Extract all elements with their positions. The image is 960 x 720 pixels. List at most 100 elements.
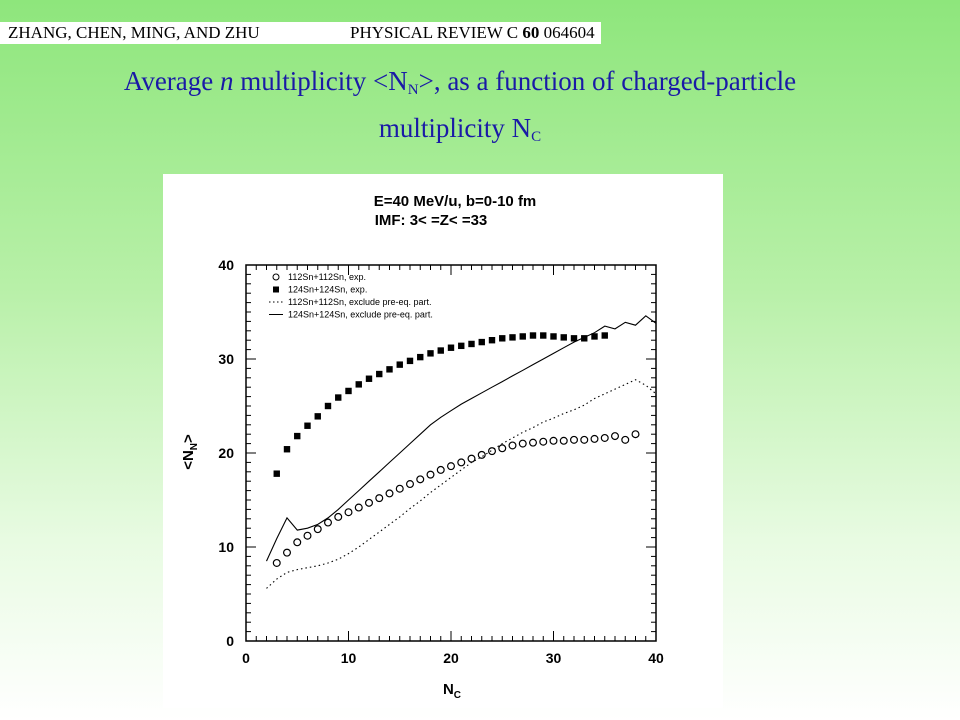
data-point — [293, 538, 302, 547]
title-part1: Average — [123, 66, 221, 96]
data-point — [498, 444, 507, 453]
citation-journal: PHYSICAL REVIEW C 60 064604 — [338, 23, 601, 43]
y-tick-label: 0 — [226, 633, 234, 649]
slide-title: Average n multiplicity <NN>, as a functi… — [0, 62, 920, 156]
series-2 — [266, 379, 657, 589]
series-line — [266, 379, 657, 589]
chart: E=40 MeV/u, b=0-10 fm IMF: 3< =Z< =33 0 1… — [180, 193, 664, 701]
journal-name: PHYSICAL REVIEW C — [350, 23, 519, 42]
data-point — [601, 332, 608, 339]
data-point — [385, 489, 394, 498]
chart-subtitle: IMF: 3< =Z< =33 — [375, 212, 488, 229]
title-line2: multiplicity N — [378, 113, 532, 143]
title-n-subscript: N — [407, 82, 419, 98]
legend-entry: 124Sn+124Sn, exclude pre-eq. part. — [288, 310, 433, 320]
data-point — [375, 494, 384, 503]
data-point — [294, 432, 301, 440]
data-point — [272, 558, 281, 567]
data-point — [611, 432, 620, 441]
data-point — [406, 357, 414, 365]
data-point — [365, 375, 373, 382]
data-point — [313, 525, 322, 534]
title-n-symbol: n — [220, 66, 234, 96]
data-point — [396, 361, 403, 368]
data-point — [417, 353, 424, 361]
data-point — [529, 438, 538, 447]
data-point — [518, 439, 527, 448]
plot-panel: E=40 MeV/u, b=0-10 fm IMF: 3< =Z< =33 0 1… — [163, 174, 723, 708]
data-point — [560, 334, 567, 341]
title-c-subscript: C — [531, 129, 542, 145]
data-point — [355, 381, 362, 388]
citation-header: ZHANG, CHEN, MING, AND ZHU PHYSICAL REVI… — [0, 22, 601, 44]
data-point — [386, 366, 393, 373]
data-point — [335, 394, 342, 401]
data-point — [282, 548, 291, 557]
data-point — [437, 347, 444, 354]
legend-entry: 112Sn+112Sn, exclude pre-eq. part. — [288, 297, 432, 307]
data-point — [427, 350, 434, 357]
chart-title: E=40 MeV/u, b=0-10 fm — [374, 193, 537, 210]
title-part2: multiplicity <N — [233, 66, 408, 96]
data-point — [478, 338, 485, 346]
data-point — [324, 518, 333, 527]
data-point — [304, 422, 311, 429]
x-tick-label: 30 — [546, 650, 562, 666]
data-point — [488, 337, 496, 344]
data-point — [488, 447, 497, 456]
series-0 — [272, 430, 640, 567]
data-point — [447, 462, 456, 471]
data-point — [591, 333, 598, 340]
x-tick-label: 10 — [341, 650, 357, 666]
data-point — [540, 332, 547, 339]
data-point — [509, 334, 516, 341]
data-point — [590, 434, 599, 443]
data-point — [416, 475, 425, 484]
data-point — [549, 436, 558, 445]
data-point — [631, 430, 640, 439]
series-1 — [273, 332, 608, 477]
x-tick-label: 20 — [443, 650, 459, 666]
citation-authors: ZHANG, CHEN, MING, AND ZHU — [8, 23, 260, 42]
data-point — [477, 450, 486, 459]
data-point — [499, 335, 506, 342]
y-tick-label: 30 — [218, 351, 234, 367]
legend-entry: 124Sn+124Sn, exp. — [288, 285, 367, 295]
journal-volume: 60 — [522, 23, 540, 42]
x-axis-label: NC — [443, 681, 461, 701]
series-layer — [265, 315, 657, 589]
data-point — [458, 342, 465, 350]
data-point — [559, 436, 568, 445]
legend-entry: 112Sn+112Sn, exp. — [288, 272, 366, 282]
y-axis-label: <NN> — [180, 434, 200, 470]
data-point — [376, 370, 383, 378]
plot-frame — [245, 264, 657, 642]
data-point — [354, 503, 363, 512]
y-tick-label: 20 — [218, 445, 234, 461]
data-point — [344, 508, 353, 517]
legend-marker — [272, 273, 280, 281]
data-point — [406, 480, 415, 489]
data-point — [519, 333, 526, 340]
article-number: 064604 — [543, 23, 595, 42]
data-point — [324, 402, 332, 410]
series-line — [265, 315, 657, 562]
data-point — [550, 333, 557, 340]
data-point — [447, 344, 455, 351]
data-point — [539, 437, 548, 446]
data-point — [334, 512, 343, 521]
data-point — [365, 498, 374, 507]
data-point — [273, 470, 280, 477]
x-tick-label: 40 — [648, 650, 664, 666]
data-point — [457, 458, 466, 467]
data-point — [426, 470, 435, 479]
data-point — [468, 340, 475, 348]
data-point — [303, 531, 312, 540]
legend-marker — [273, 286, 279, 293]
axis-ticks: 0 10 20 30 40 0 10 20 30 40 — [218, 257, 664, 666]
data-point — [283, 446, 291, 453]
data-point — [508, 441, 517, 450]
y-tick-label: 40 — [218, 257, 234, 273]
data-point — [529, 332, 537, 339]
data-point — [570, 435, 579, 444]
